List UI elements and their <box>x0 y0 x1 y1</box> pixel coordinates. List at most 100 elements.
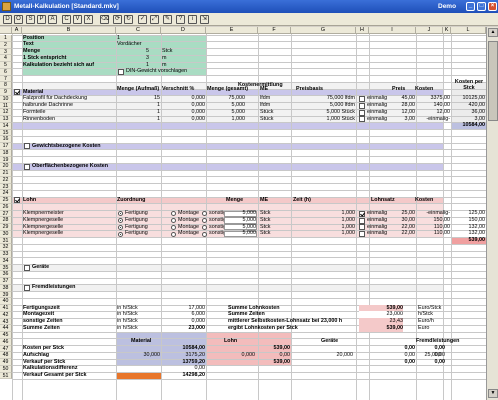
material-verschnitt[interactable]: 0,000 <box>191 102 206 109</box>
material-name[interactable]: halbrunde Dachrinne <box>23 102 74 109</box>
column-header-k[interactable]: K <box>443 27 451 34</box>
lohn-name[interactable]: Klempnergeselle <box>23 230 64 237</box>
row-header[interactable]: 49 <box>0 359 12 366</box>
row-header[interactable]: 23 <box>0 183 12 191</box>
column-header-h[interactable]: H <box>356 27 369 34</box>
column-header-d[interactable]: D <box>161 27 206 34</box>
row-header[interactable]: 35 <box>0 264 12 272</box>
material-me[interactable]: Stück <box>260 115 274 122</box>
row-header[interactable]: 37 <box>0 278 12 285</box>
material-einmalig-checkbox[interactable] <box>359 96 365 103</box>
material-aufmass[interactable]: 1 <box>157 108 160 115</box>
exit-icon[interactable]: ⇲ <box>200 15 209 24</box>
material-einmalig-checkbox[interactable] <box>359 116 365 123</box>
refresh-icon[interactable]: ⟳ <box>113 15 122 24</box>
material-aufmass[interactable]: 15 <box>154 95 160 102</box>
row-header[interactable]: 47 <box>0 345 12 353</box>
material-verschnitt[interactable]: 0,000 <box>191 115 206 122</box>
row-header[interactable]: 30 <box>0 230 12 238</box>
material-me[interactable]: Stück <box>260 108 274 115</box>
material-verschnitt[interactable]: 0,000 <box>191 108 206 115</box>
row-header[interactable]: 24 <box>0 190 12 197</box>
open-icon[interactable]: O <box>14 15 23 24</box>
redo-icon[interactable]: ↻ <box>124 15 133 24</box>
din-checkbox[interactable] <box>118 69 124 76</box>
cut-icon[interactable]: X <box>84 15 93 24</box>
row-header[interactable]: 5 <box>0 62 12 69</box>
expand-icon[interactable]: ⤢ <box>150 15 159 24</box>
lohn-zeit[interactable]: 1,000 <box>341 230 356 237</box>
row-header[interactable]: 13 <box>0 116 12 123</box>
oberflaeche-checkbox[interactable] <box>24 163 30 170</box>
row-header[interactable]: 38 <box>0 284 12 292</box>
minimize-button[interactable]: _ <box>466 2 475 11</box>
material-aufmass[interactable]: 1 <box>157 102 160 109</box>
material-preis[interactable]: 3,00 <box>404 115 416 122</box>
montage-radio[interactable] <box>171 211 176 217</box>
sonstig-radio[interactable] <box>202 211 207 217</box>
lohn-zeit[interactable]: 1,000 <box>341 216 356 223</box>
row-header[interactable]: 7 <box>0 75 12 83</box>
column-header-g[interactable]: G <box>291 27 356 34</box>
material-checkbox[interactable] <box>14 89 20 96</box>
column-header-l[interactable]: L <box>451 27 486 34</box>
select-all-corner[interactable] <box>0 27 12 34</box>
column-header-c[interactable]: C <box>116 27 161 34</box>
sonstig-radio[interactable] <box>202 218 207 224</box>
fertigung-radio[interactable] <box>118 211 123 217</box>
row-header[interactable]: 17 <box>0 143 12 150</box>
row-header[interactable]: 36 <box>0 271 12 278</box>
text-value[interactable]: Vordächer <box>117 41 142 48</box>
paste-icon[interactable]: V <box>73 15 82 24</box>
row-header[interactable]: 39 <box>0 291 12 299</box>
lohn-menge-input[interactable] <box>224 210 257 217</box>
material-name[interactable]: Falzprofil für Dachdeckung <box>23 95 88 102</box>
gewicht-checkbox[interactable] <box>24 143 30 150</box>
lohn-name[interactable]: Klempnergeselle <box>23 216 64 223</box>
row-header[interactable]: 28 <box>0 217 12 224</box>
bottom-lohn-aufschlag-pct[interactable]: 0,000 <box>241 351 256 358</box>
material-preis[interactable]: 28,00 <box>401 102 416 109</box>
row-header[interactable]: 11 <box>0 102 12 110</box>
geraete-checkbox[interactable] <box>24 264 30 271</box>
column-header-b[interactable]: B <box>22 27 116 34</box>
menge-value[interactable]: 5 <box>146 48 149 55</box>
lohn-name[interactable]: Klempnermeister <box>23 210 64 217</box>
preview-icon[interactable]: A <box>48 15 57 24</box>
row-header[interactable]: 10 <box>0 95 12 103</box>
new-icon[interactable]: D <box>3 15 12 24</box>
row-header[interactable]: 34 <box>0 257 12 265</box>
row-header[interactable]: 46 <box>0 338 12 346</box>
row-header[interactable]: 21 <box>0 170 12 177</box>
material-name[interactable]: Rinnenboden <box>23 115 56 122</box>
column-header-i[interactable]: I <box>369 27 416 34</box>
scroll-up-arrow-icon[interactable]: ▲ <box>488 28 498 37</box>
row-header[interactable]: 20 <box>0 163 12 170</box>
row-header[interactable]: 50 <box>0 365 12 373</box>
info-icon[interactable]: i <box>188 15 197 24</box>
column-header-j[interactable]: J <box>416 27 443 34</box>
lohn-zeit[interactable]: 1,000 <box>341 223 356 230</box>
row-header[interactable]: 18 <box>0 149 12 157</box>
row-header[interactable]: 31 <box>0 237 12 245</box>
position-value[interactable]: 1 <box>117 34 120 41</box>
row-header[interactable]: 19 <box>0 156 12 164</box>
row-header[interactable]: 2 <box>0 41 12 49</box>
sonstig-radio[interactable] <box>202 224 207 230</box>
maximize-button[interactable]: □ <box>477 2 486 11</box>
lohn-einmalig-checkbox[interactable] <box>359 224 365 231</box>
lohn-name[interactable]: Klempnergeselle <box>23 223 64 230</box>
fremd-checkbox[interactable] <box>24 285 30 292</box>
lohn-einmalig-checkbox[interactable] <box>359 231 365 238</box>
row-header[interactable]: 14 <box>0 122 12 130</box>
material-verschnitt[interactable]: 0,000 <box>191 95 206 102</box>
row-header[interactable]: 16 <box>0 136 12 143</box>
row-header[interactable]: 33 <box>0 251 12 258</box>
save-icon[interactable]: S <box>26 15 35 24</box>
lohn-checkbox[interactable] <box>14 197 20 204</box>
row-header[interactable]: 43 <box>0 318 12 326</box>
material-name[interactable]: Formteile <box>23 108 46 115</box>
bottom-geraete-aufschlag-pct[interactable]: 20,000 <box>336 351 354 358</box>
lohn-zeit[interactable]: 1,000 <box>341 210 356 217</box>
bottom-material-aufschlag-pct[interactable]: 30,000 <box>143 351 161 358</box>
